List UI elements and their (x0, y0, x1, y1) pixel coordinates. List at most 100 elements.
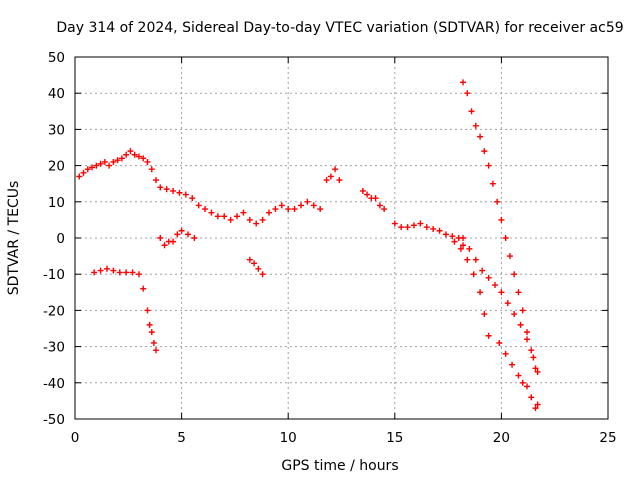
data-point (464, 256, 471, 263)
data-point (148, 166, 155, 173)
data-point (477, 289, 484, 296)
data-point (481, 148, 488, 155)
data-point (110, 158, 117, 165)
data-point (266, 209, 273, 216)
data-point (123, 151, 130, 158)
data-point (391, 220, 398, 227)
data-point (76, 173, 83, 180)
data-point (146, 321, 153, 328)
y-tick-label: -30 (43, 340, 65, 356)
data-point (91, 269, 98, 276)
data-point (479, 267, 486, 274)
data-point (255, 265, 262, 272)
data-point (174, 231, 181, 238)
data-point (80, 169, 87, 176)
data-point (246, 216, 253, 223)
y-tick-label: 30 (48, 122, 65, 138)
data-point (84, 166, 91, 173)
data-point (135, 271, 142, 278)
data-point (515, 372, 522, 379)
data-point (534, 368, 541, 375)
data-point (498, 216, 505, 223)
data-point (404, 224, 411, 231)
data-point (161, 242, 168, 249)
data-point (457, 245, 464, 252)
data-point (202, 206, 209, 213)
data-point (410, 222, 417, 229)
data-point (148, 329, 155, 336)
chart-title: Day 314 of 2024, Sidereal Day-to-day VTE… (56, 20, 623, 36)
data-point (170, 187, 177, 194)
data-point (511, 311, 518, 318)
data-point (150, 339, 157, 346)
y-tick-labels: -50 -40 -30 -20 -10 0 10 20 30 40 50 (43, 50, 65, 428)
data-point (97, 160, 104, 167)
data-point (494, 198, 501, 205)
series-evening-band-d (496, 339, 541, 412)
data-point (523, 329, 530, 336)
data-point (504, 300, 511, 307)
data-point (317, 206, 324, 213)
data-point (157, 184, 164, 191)
data-point (451, 238, 458, 245)
data-point (502, 235, 509, 241)
data-point (336, 177, 343, 184)
data-point (481, 311, 488, 318)
data-point (417, 220, 424, 227)
data-point (135, 153, 142, 160)
data-point (496, 339, 503, 346)
data-point (291, 206, 298, 213)
data-point (178, 227, 185, 234)
data-point (332, 166, 339, 173)
data-point (153, 177, 160, 184)
data-point (528, 347, 535, 354)
y-tick-label: 50 (48, 50, 65, 66)
data-point (129, 269, 136, 276)
data-point (449, 233, 456, 240)
series-evening-band-b (460, 235, 541, 375)
data-point (304, 198, 311, 205)
data-point (464, 90, 471, 97)
data-point (89, 164, 96, 171)
data-point (259, 216, 266, 223)
data-point (485, 162, 492, 169)
y-tick-label: -20 (43, 303, 65, 319)
data-point (472, 122, 479, 129)
data-point (116, 269, 123, 276)
series-early-low-band (91, 265, 160, 354)
data-point (101, 158, 108, 165)
data-point (423, 224, 430, 231)
data-point (398, 224, 405, 231)
data-point (106, 162, 113, 169)
data-point (123, 269, 130, 276)
data-point (519, 307, 526, 314)
x-tick-label: 5 (177, 430, 186, 446)
data-point (127, 148, 134, 155)
series-evening-band-c (451, 238, 492, 339)
data-point (470, 271, 477, 278)
y-tick-label: -40 (43, 376, 65, 392)
data-point (376, 202, 383, 209)
data-point (170, 238, 177, 245)
data-point (519, 379, 526, 386)
data-point (259, 271, 266, 278)
data-point (191, 235, 198, 241)
data-point (485, 274, 492, 281)
y-tick-label: 40 (48, 86, 65, 102)
data-point (466, 245, 473, 252)
data-point (157, 235, 164, 241)
data-points (76, 79, 541, 412)
data-point (144, 307, 151, 314)
data-point (492, 282, 499, 289)
data-point (530, 354, 537, 361)
data-point (489, 180, 496, 187)
x-tick-label: 10 (280, 430, 297, 446)
data-point (253, 220, 260, 227)
data-point (523, 336, 530, 343)
data-point (246, 256, 253, 263)
data-point (468, 108, 475, 115)
data-point (359, 187, 366, 194)
data-point (227, 216, 234, 223)
data-point (485, 332, 492, 339)
data-point (103, 265, 110, 272)
